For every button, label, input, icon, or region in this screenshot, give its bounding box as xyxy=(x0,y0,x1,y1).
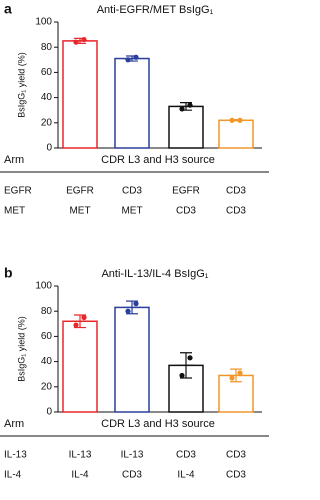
bar xyxy=(218,119,254,149)
chart-title: Anti-IL-13/IL-4 BsIgG₁ xyxy=(101,268,208,280)
table-cell: IL-4 xyxy=(4,470,22,481)
data-point xyxy=(237,370,243,376)
error-bar xyxy=(177,352,195,379)
table-cell: CD3 xyxy=(226,206,246,217)
bar xyxy=(114,57,150,149)
y-tick-label: 20 xyxy=(41,381,53,392)
data-point xyxy=(133,54,139,60)
y-tick-label: 100 xyxy=(35,17,52,28)
error-bar xyxy=(71,37,89,45)
y-tick-label: 60 xyxy=(41,331,53,342)
data-point xyxy=(125,308,131,314)
y-tick-label: 0 xyxy=(46,143,52,154)
bar xyxy=(62,40,98,149)
table-header: Arm xyxy=(4,154,24,166)
table-cell: CD3 xyxy=(122,186,142,197)
table-cell: IL-13 xyxy=(121,450,144,461)
table-cell: IL-4 xyxy=(71,470,89,481)
table-header: Arm xyxy=(4,418,24,430)
y-tick-label: 20 xyxy=(41,117,53,128)
data-point xyxy=(229,375,235,381)
table-cell: IL-13 xyxy=(4,450,27,461)
table-cell: EGFR xyxy=(66,186,94,197)
table-cell: IL-4 xyxy=(177,470,195,481)
data-point xyxy=(179,106,185,112)
bar xyxy=(218,374,254,413)
data-point xyxy=(73,322,79,328)
data-point xyxy=(187,355,193,361)
data-point xyxy=(81,37,87,43)
data-point xyxy=(73,39,79,45)
table-cell: CD3 xyxy=(226,470,246,481)
table-header: CDR L3 and H3 source xyxy=(101,418,215,430)
data-point xyxy=(81,314,87,321)
error-bar xyxy=(227,119,245,122)
y-axis-label: BsIgG₁ yield (%) xyxy=(16,52,26,118)
y-tick-label: 40 xyxy=(41,356,53,367)
table-cell: CD3 xyxy=(122,470,142,481)
table-cell: CD3 xyxy=(226,186,246,197)
y-tick-label: 40 xyxy=(41,92,53,103)
table-cell: CD3 xyxy=(176,450,196,461)
y-tick-label: 0 xyxy=(46,407,52,418)
figure: a Anti-EGFR/MET BsIgG₁ BsIgG₁ yield (%) 0 20… xyxy=(0,1,269,481)
bar xyxy=(168,105,204,149)
table-cell: MET xyxy=(69,206,90,217)
y-tick-label: 60 xyxy=(41,67,53,78)
error-bar xyxy=(227,368,245,383)
table-cell: CD3 xyxy=(176,206,196,217)
table-cell: IL-13 xyxy=(69,450,92,461)
data-point xyxy=(133,301,139,307)
y-tick-label: 80 xyxy=(41,42,53,53)
table-cell: MET xyxy=(121,206,142,217)
data-point xyxy=(237,117,243,123)
table-header: CDR L3 and H3 source xyxy=(101,154,215,166)
data-point xyxy=(229,117,235,123)
data-point xyxy=(187,102,193,108)
y-axis-label: BsIgG₁ yield (%) xyxy=(16,316,26,382)
error-bar xyxy=(123,300,141,315)
data-point xyxy=(179,372,185,379)
table-cell: EGFR xyxy=(172,186,200,197)
error-bar xyxy=(177,102,195,111)
bar xyxy=(62,320,98,413)
panel-letter: b xyxy=(4,265,13,281)
y-tick-label: 100 xyxy=(35,281,52,292)
table-cell: MET xyxy=(4,206,25,217)
y-tick-label: 80 xyxy=(41,306,53,317)
chart-title: Anti-EGFR/MET BsIgG₁ xyxy=(97,4,214,16)
table-cell: EGFR xyxy=(4,186,32,197)
panel-letter: a xyxy=(4,1,12,17)
table-cell: CD3 xyxy=(226,450,246,461)
bar xyxy=(114,306,150,413)
error-bar xyxy=(71,314,89,329)
data-point xyxy=(125,57,131,63)
error-bar xyxy=(123,55,141,62)
